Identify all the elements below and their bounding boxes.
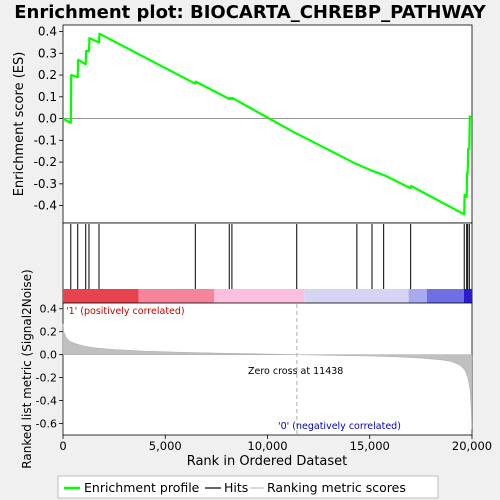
heat-band-segment: [427, 289, 464, 303]
legend-box: [57, 475, 439, 499]
heat-band-segment: [63, 289, 139, 303]
hit-markers: [70, 224, 470, 289]
es-y-tick-label: -0.4: [34, 199, 57, 213]
es-y-tick-label: 0.2: [38, 68, 57, 82]
es-y-axis-ticks: 0.4 0.3 0.2 0.1 0.0 -0.1 -0.2 -0.3 -0.4: [34, 25, 63, 213]
x-tick-label: 5,000: [149, 439, 182, 453]
enrichment-profile-line: [62, 32, 473, 216]
metric-y-tick-label: 0.4: [40, 303, 58, 316]
ranking-heat-band: [63, 289, 472, 303]
es-y-tick-label: 0.0: [38, 112, 57, 126]
es-y-tick-label: 0.1: [38, 90, 57, 104]
metric-x-axis-ticks: 0 5,000 10,000 15,000 20,000: [59, 435, 492, 453]
es-y-tick-label: 0.3: [38, 46, 57, 60]
legend-hits-label: Hits: [224, 480, 248, 495]
metric-y-tick-label: -0.4: [36, 395, 57, 408]
metric-plot-area: [62, 302, 473, 436]
metric-y-axis-ticks: 0.4 0.2 0.0 -0.2 -0.4 -0.6: [36, 303, 63, 431]
es-y-tick-label: -0.3: [34, 177, 57, 191]
metric-y-axis-label: Ranked list metric (Signal2Noise): [20, 269, 34, 468]
enrichment-score-panel: 0.4 0.3 0.2 0.1 0.0 -0.1 -0.2 -0.3 -0.4 Enrichme…: [12, 24, 473, 224]
ranked-metric-panel: 0.4 0.2 0.0 -0.2 -0.4 -0.6 0 5,000 10,000 15,000…: [20, 269, 492, 469]
heat-band-segment: [138, 289, 215, 303]
legend-enrichment-profile-label: Enrichment profile: [84, 480, 200, 495]
metric-y-tick-label: -0.6: [36, 418, 57, 431]
x-axis-label: Rank in Ordered Dataset: [187, 454, 348, 469]
x-tick-label: 10,000: [247, 439, 287, 453]
es-y-tick-label: -0.1: [34, 133, 57, 147]
negative-correlation-label: '0' (negatively correlated): [278, 421, 401, 432]
chart-title: Enrichment plot: BIOCARTA_CHREBP_PATHWAY: [14, 2, 487, 23]
enrichment-profile-path: [62, 32, 473, 216]
hits-panel: [62, 222, 473, 304]
es-y-axis-label: Enrichment score (ES): [12, 52, 27, 197]
heat-band-segment: [304, 289, 409, 303]
es-plot-area: [62, 24, 473, 224]
legend-ranking-metric-label: Ranking metric scores: [267, 480, 406, 495]
ranking-metric-area: [62, 323, 473, 430]
x-tick-label: 20,000: [452, 439, 492, 453]
positive-correlation-label: '1' (positively correlated): [66, 306, 185, 317]
metric-y-tick-label: 0.2: [40, 326, 58, 339]
x-tick-label: 15,000: [350, 439, 390, 453]
x-tick-label: 0: [59, 439, 66, 453]
es-y-tick-label: -0.2: [34, 155, 57, 169]
heat-band-segment: [214, 289, 305, 303]
metric-y-tick-label: -0.2: [36, 372, 57, 385]
legend: Enrichment profile Hits Ranking metric s…: [57, 475, 439, 499]
heat-band-segment: [408, 289, 428, 303]
es-y-tick-label: 0.4: [38, 25, 57, 39]
heat-band-segment: [463, 289, 472, 303]
zero-cross-label: Zero cross at 11438: [248, 366, 343, 377]
metric-y-tick-label: 0.0: [40, 349, 58, 362]
ranking-metric-fill: [62, 323, 473, 430]
